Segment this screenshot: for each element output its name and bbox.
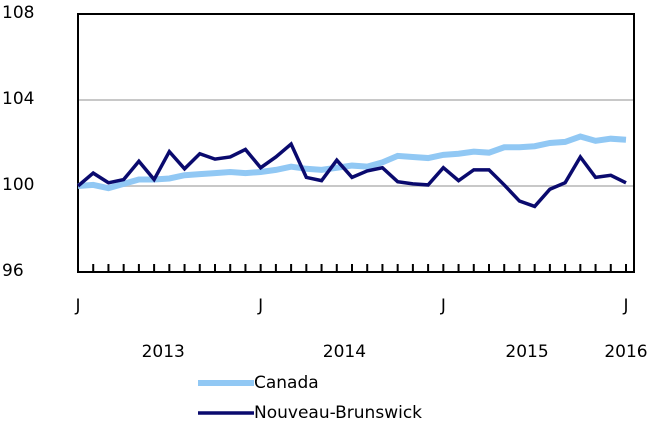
legend-label: Nouveau-Brunswick (254, 403, 422, 423)
x-tick-label: J (440, 296, 446, 316)
x-tick-label: J (257, 296, 263, 316)
year-label: 2015 (505, 342, 548, 362)
legend-label: Canada (254, 373, 319, 393)
x-tick-label: J (74, 296, 80, 316)
year-label: 2016 (604, 342, 647, 362)
year-label: 2013 (142, 342, 185, 362)
series-line (76, 141, 627, 209)
y-tick-label: 108 (2, 3, 34, 23)
year-label: 2014 (323, 342, 366, 362)
y-tick-label: 100 (2, 175, 34, 195)
y-tick-label: 104 (2, 89, 34, 109)
series-line (77, 133, 627, 192)
x-tick-label: J (622, 296, 628, 316)
y-tick-label: 96 (2, 261, 24, 281)
plot-frame (77, 13, 635, 273)
